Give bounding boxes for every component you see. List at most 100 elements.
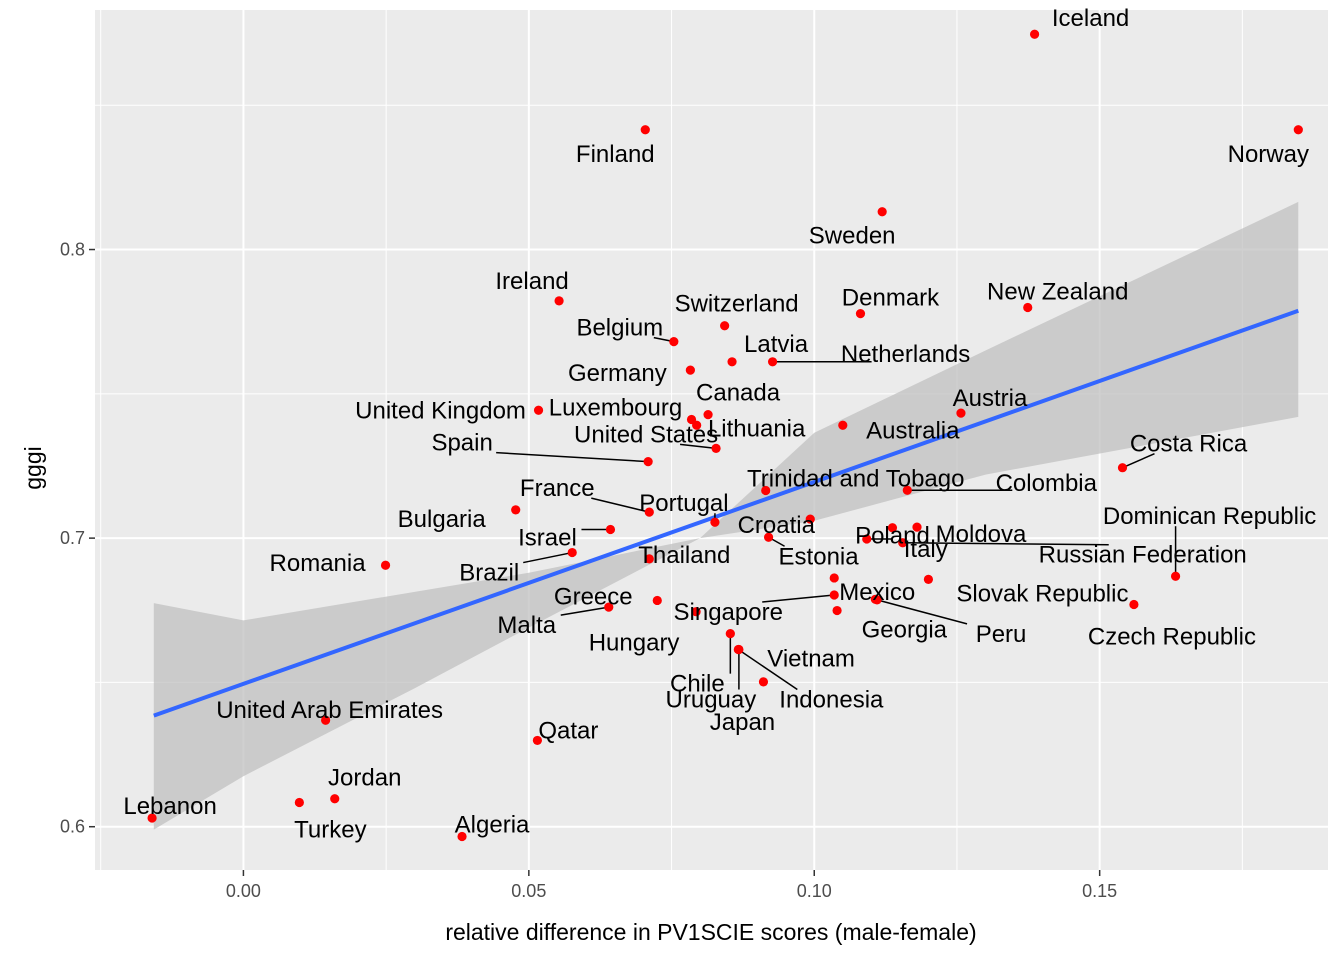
y-tick-label: 0.8 (60, 240, 85, 260)
point-israel (605, 524, 616, 535)
y-tick-label: 0.6 (60, 817, 85, 837)
point-label-dominican-republic: Dominican Republic (1103, 503, 1316, 530)
point-label-peru: Peru (976, 621, 1027, 648)
leader-line-malta (560, 606, 609, 616)
leader-line-united-states (679, 443, 717, 450)
point-label-colombia: Colombia (996, 470, 1098, 497)
point-peru (872, 595, 882, 605)
point-label-turkey: Turkey (294, 816, 366, 843)
point-label-poland: Poland (855, 523, 930, 550)
point-label-vietnam: Vietnam (767, 646, 855, 673)
point-label-netherlands: Netherlands (841, 341, 970, 368)
point-poland (887, 523, 898, 533)
point-label-france: France (520, 475, 595, 502)
point-colombia (902, 485, 912, 495)
point-label-brazil: Brazil (459, 560, 519, 587)
point-netherlands (767, 357, 778, 367)
point-vietnam (832, 605, 842, 616)
point-france (644, 507, 654, 517)
point-label-chile: Chile (670, 671, 725, 698)
point-label-hungary: Hungary (589, 630, 680, 657)
point-portugal (710, 517, 720, 527)
point-spain (643, 457, 653, 467)
leader-line-singapore (762, 594, 835, 603)
point-japan (758, 677, 769, 687)
point-label-qatar: Qatar (538, 717, 598, 744)
point-dominican-republic (1170, 571, 1181, 581)
point-sweden (877, 207, 887, 217)
point-label-lebanon: Lebanon (123, 793, 216, 820)
point-label-japan: Japan (710, 709, 775, 736)
leader-line-brazil (523, 551, 573, 564)
point-denmark (855, 308, 866, 319)
point-new-zealand (1023, 302, 1033, 313)
point-label-united-arab-emirates: United Arab Emirates (216, 697, 443, 724)
point-label-trinidad-and-tobago: Trinidad and Tobago (747, 466, 965, 493)
point-iceland (1029, 29, 1040, 39)
x-tick-label: 0.05 (511, 881, 546, 901)
point-label-united-states: United States (574, 421, 718, 448)
x-tick-label: 0.10 (797, 881, 832, 901)
point-malta (604, 602, 614, 612)
point-united-arab-emirates (321, 715, 331, 725)
point-label-united-kingdom: United Kingdom (355, 397, 526, 424)
point-label-estonia: Estonia (779, 543, 860, 570)
y-axis-title: gggi (20, 446, 46, 489)
point-estonia (763, 532, 774, 542)
point-label-new-zealand: New Zealand (987, 279, 1128, 306)
point-label-portugal: Portugal (639, 490, 728, 517)
point-canada (703, 410, 713, 420)
point-label-australia: Australia (866, 417, 960, 444)
point-mexico (829, 573, 839, 583)
x-axis-ticks: 0.00 0.05 0.10 0.15 (226, 870, 1117, 901)
label-leader-lines (496, 336, 1177, 691)
point-label-costa-rica: Costa Rica (1130, 431, 1248, 458)
point-chile (725, 629, 735, 639)
point-label-austria: Austria (953, 385, 1028, 412)
point-label-luxembourg: Luxembourg (549, 395, 682, 422)
point-label-israel: Israel (518, 524, 577, 551)
point-hungary (691, 607, 701, 617)
point-label-algeria: Algeria (455, 812, 530, 839)
point-label-sweden: Sweden (809, 223, 896, 250)
point-label-indonesia: Indonesia (779, 687, 884, 714)
point-label-singapore: Singapore (674, 599, 783, 626)
point-label-bulgaria: Bulgaria (398, 506, 487, 533)
point-label-moldova: Moldova (936, 521, 1027, 548)
point-label-jordan: Jordan (328, 765, 401, 792)
point-algeria (457, 831, 467, 842)
point-australia (838, 420, 848, 430)
point-lebanon (147, 813, 157, 823)
confidence-band (153, 201, 1299, 830)
leader-line-indonesia (737, 648, 798, 691)
point-romania (380, 560, 391, 570)
point-belgium (669, 336, 679, 347)
point-label-croatia: Croatia (738, 512, 816, 539)
leader-line-france (591, 497, 650, 513)
point-switzerland (720, 321, 730, 331)
point-labels: Iceland Finland Norway Sweden Ireland Denmark… (123, 5, 1316, 843)
point-label-russian-federation: Russian Federation (1039, 542, 1247, 569)
point-czech-republic (1129, 599, 1139, 610)
point-label-slovak-republic: Slovak Republic (956, 580, 1128, 607)
point-greece (652, 595, 662, 606)
point-austria (956, 408, 966, 418)
point-indonesia (733, 644, 743, 655)
point-singapore (829, 590, 839, 600)
point-label-thailand: Thailand (638, 542, 730, 569)
point-brazil (567, 547, 577, 558)
point-label-iceland: Iceland (1052, 5, 1129, 32)
leader-line-peru (876, 599, 968, 625)
point-label-norway: Norway (1228, 141, 1309, 168)
point-label-canada: Canada (696, 380, 781, 407)
point-slovak-republic (923, 574, 934, 584)
point-united-states (711, 443, 721, 453)
point-label-czech-republic: Czech Republic (1088, 623, 1256, 650)
x-axis-title: relative difference in PV1SCIE scores (m… (445, 919, 976, 945)
x-tick-label: 0.15 (1082, 881, 1117, 901)
y-axis-ticks: 0.6 0.7 0.8 (60, 240, 95, 837)
point-finland (640, 125, 650, 135)
point-ireland (554, 296, 564, 306)
point-label-greece: Greece (554, 583, 633, 610)
